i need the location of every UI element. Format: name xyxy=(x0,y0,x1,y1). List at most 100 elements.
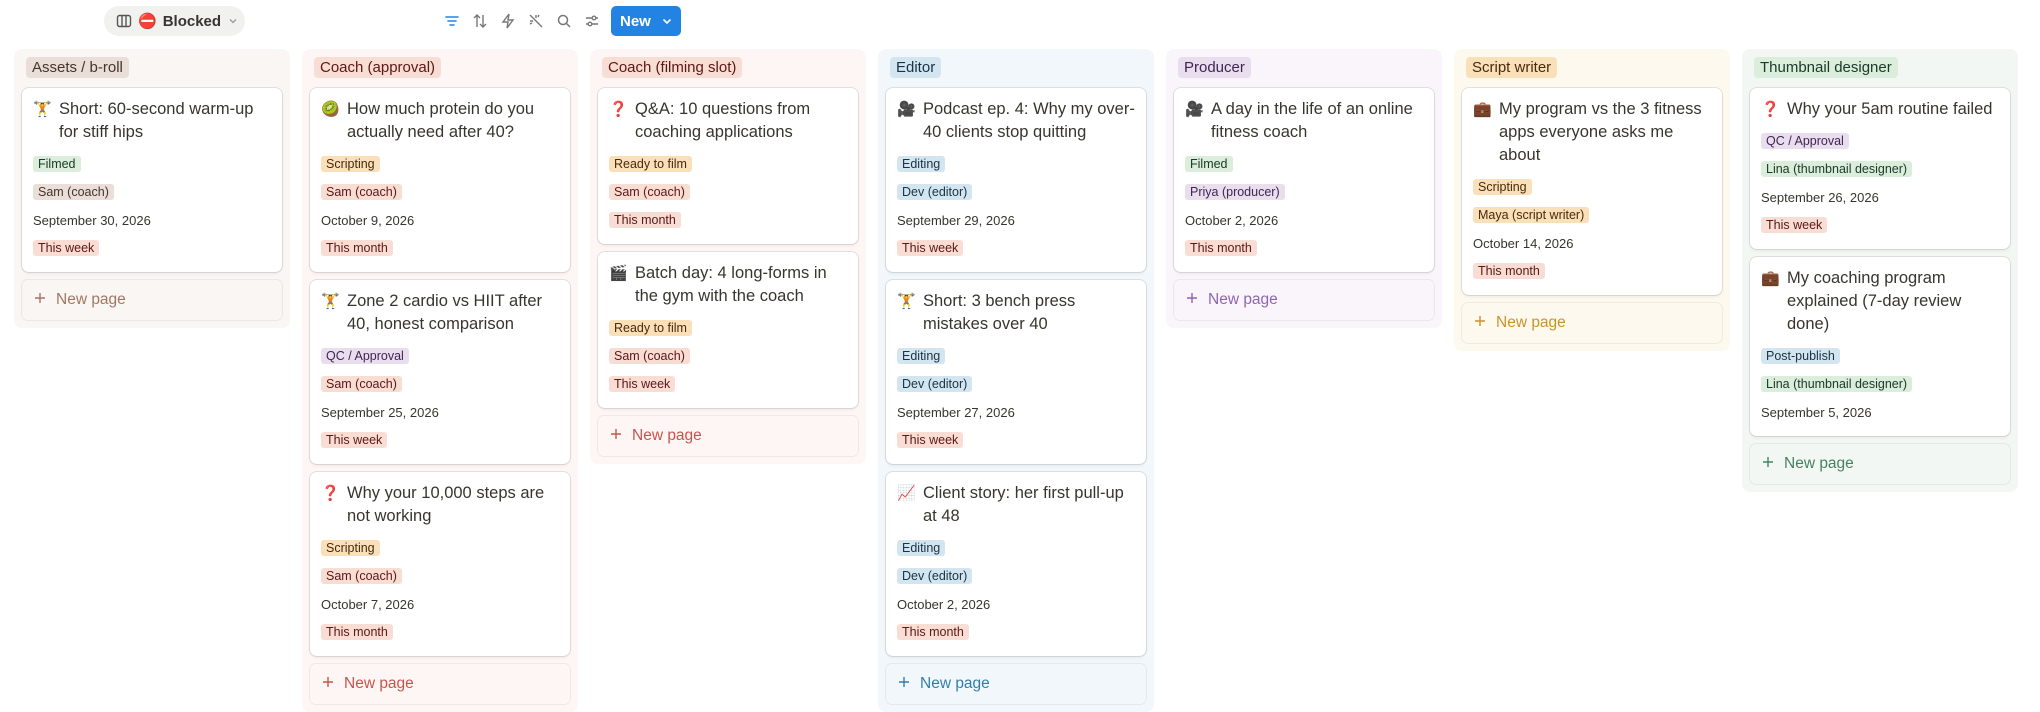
status-row: Editing xyxy=(897,150,1135,178)
person-tag: Sam (coach) xyxy=(321,184,402,200)
status-tag: QC / Approval xyxy=(1761,133,1849,149)
person-row: Dev (editor) xyxy=(897,562,1135,590)
status-row: QC / Approval xyxy=(321,342,559,370)
status-row: Editing xyxy=(897,534,1135,562)
plus xyxy=(323,677,333,687)
settings-button[interactable] xyxy=(583,12,601,30)
view-switcher[interactable]: ⛔ Blocked xyxy=(104,6,245,36)
card[interactable]: ❓ Why your 10,000 steps are not working Sc… xyxy=(310,472,570,656)
search-button[interactable] xyxy=(555,12,573,30)
person-row: Sam (coach) xyxy=(321,370,559,398)
status-tag: Scripting xyxy=(1473,179,1532,195)
status-row: QC / Approval xyxy=(1761,127,1999,155)
card-title: Why your 5am routine failed xyxy=(1787,100,1993,118)
sort-button[interactable] xyxy=(471,12,489,30)
card[interactable]: 🏋️ Short: 60-second warm-up for stiff hip… xyxy=(22,88,282,272)
plus-icon xyxy=(1186,291,1198,309)
status-row: Editing xyxy=(897,342,1135,370)
filter-button[interactable] xyxy=(443,12,461,30)
card-title-row: 🎥 Podcast ep. 4: Why my over-40 clients s… xyxy=(897,98,1135,144)
card[interactable]: 🥝 How much protein do you actually need a… xyxy=(310,88,570,272)
column-header: Producer xyxy=(1178,57,1251,78)
when-row: This month xyxy=(1185,234,1423,262)
when-tag: This week xyxy=(897,432,964,448)
when-row: This month xyxy=(897,618,1135,646)
new-page-label: New page xyxy=(632,427,702,444)
status-row: Scripting xyxy=(321,150,559,178)
card[interactable]: 💼 My coaching program explained (7-day re… xyxy=(1750,257,2010,436)
date-row: October 9, 2026 xyxy=(321,206,559,234)
date: October 2, 2026 xyxy=(1185,212,1279,228)
plus-icon xyxy=(34,291,46,309)
card-title: Batch day: 4 long-forms in the gym with … xyxy=(635,264,827,305)
when-row: This month xyxy=(321,234,559,262)
person-tag: Sam (coach) xyxy=(321,568,402,584)
status-row: Filmed xyxy=(1185,150,1423,178)
new-dropdown[interactable] xyxy=(661,15,673,27)
new-page-button[interactable]: New page xyxy=(1462,303,1722,343)
column: Coach (filming slot) ❓ Q&A: 10 questions f… xyxy=(590,49,866,464)
card[interactable]: 🏋️ Short: 3 bench press mistakes over 40 E… xyxy=(886,280,1146,464)
column: Assets / b-roll 🏋️ Short: 60-second warm-u… xyxy=(14,49,290,328)
plus xyxy=(1187,293,1197,303)
card[interactable]: 💼 My program vs the 3 fitness apps everyo… xyxy=(1462,88,1722,295)
status-tag: Editing xyxy=(897,348,946,364)
new-page-label: New page xyxy=(920,675,990,692)
card[interactable]: 🎬 Batch day: 4 long-forms in the gym with… xyxy=(598,252,858,408)
date: September 27, 2026 xyxy=(897,404,1015,420)
new-page-button[interactable]: New page xyxy=(598,416,858,456)
new-page-button[interactable]: New page xyxy=(1174,280,1434,320)
card-title-row: ❓ Why your 5am routine failed xyxy=(1761,98,1999,121)
person-tag: Sam (coach) xyxy=(33,184,114,200)
new-page-label: New page xyxy=(1496,314,1566,331)
card-title-row: 🎬 Batch day: 4 long-forms in the gym with… xyxy=(609,262,847,308)
card-title-row: 🏋️ Short: 3 bench press mistakes over 40 xyxy=(897,290,1135,336)
date-row: September 29, 2026 xyxy=(897,206,1135,234)
plus xyxy=(35,293,45,303)
automation-button[interactable] xyxy=(499,12,517,30)
card-title: How much protein do you actually need af… xyxy=(347,100,535,141)
new-page-label: New page xyxy=(56,291,126,308)
date: October 14, 2026 xyxy=(1473,235,1574,251)
when-row: This month xyxy=(1473,257,1711,285)
when-row: This month xyxy=(609,206,847,234)
person-row: Sam (coach) xyxy=(321,178,559,206)
card-title-row: 📈 Client story: her first pull-up at 48 xyxy=(897,482,1135,528)
column: Coach (approval) 🥝 How much protein do you… xyxy=(302,49,578,712)
person-row: Priya (producer) xyxy=(1185,178,1423,206)
plus xyxy=(1475,316,1485,326)
card[interactable]: 📈 Client story: her first pull-up at 48 Ed… xyxy=(886,472,1146,656)
card[interactable]: 🎥 A day in the life of an online fitness … xyxy=(1174,88,1434,272)
card-title: Why your 10,000 steps are not working xyxy=(347,484,545,525)
date: October 9, 2026 xyxy=(321,212,415,228)
card[interactable]: ❓ Q&A: 10 questions from coaching applica… xyxy=(598,88,858,244)
ai-button[interactable] xyxy=(527,12,545,30)
card-icon: 🎥 xyxy=(897,101,916,118)
new-page-button[interactable]: New page xyxy=(1750,444,2010,484)
when-tag: This month xyxy=(897,624,969,640)
person-row: Maya (script writer) xyxy=(1473,201,1711,229)
card-title-row: 🎥 A day in the life of an online fitness … xyxy=(1185,98,1423,144)
column-header: Thumbnail designer xyxy=(1754,57,1898,78)
status-tag: QC / Approval xyxy=(321,348,409,364)
card[interactable]: 🎥 Podcast ep. 4: Why my over-40 clients s… xyxy=(886,88,1146,272)
when-row: This month xyxy=(321,618,559,646)
new-page-label: New page xyxy=(1208,291,1278,308)
card[interactable]: ❓ Why your 5am routine failed QC / Approva… xyxy=(1750,88,2010,249)
card-title: My coaching program explained (7-day rev… xyxy=(1787,269,1962,333)
date-row: September 27, 2026 xyxy=(897,398,1135,426)
person-tag: Dev (editor) xyxy=(897,184,973,200)
plus xyxy=(1763,457,1773,467)
card-title-row: 🥝 How much protein do you actually need a… xyxy=(321,98,559,144)
new-page-button[interactable]: New page xyxy=(310,664,570,704)
new-button[interactable]: New xyxy=(611,6,681,36)
card[interactable]: 🏋️ Zone 2 cardio vs HIIT after 40, honest… xyxy=(310,280,570,464)
status-tag: Scripting xyxy=(321,156,380,172)
new-page-button[interactable]: New page xyxy=(22,280,282,320)
new-page-button[interactable]: New page xyxy=(886,664,1146,704)
date: October 7, 2026 xyxy=(321,596,415,612)
column-header: Assets / b-roll xyxy=(26,57,129,78)
person-tag: Dev (editor) xyxy=(897,568,973,584)
when-tag: This week xyxy=(321,432,388,448)
